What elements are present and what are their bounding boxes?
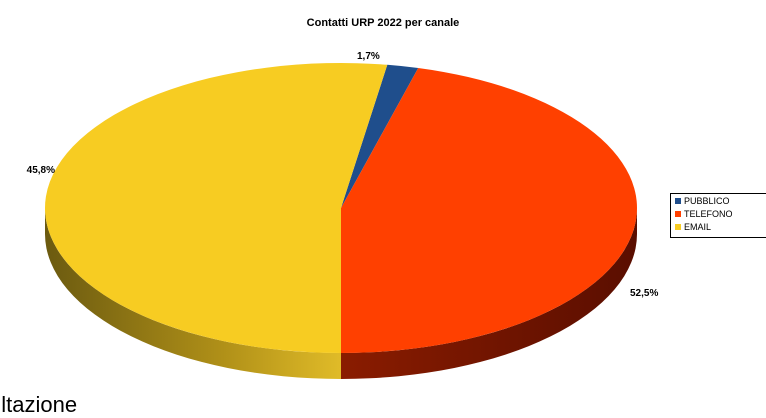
pie-slice-email xyxy=(45,63,388,353)
legend-item-pubblico: PUBBLICO xyxy=(671,194,766,207)
legend: PUBBLICO TELEFONO EMAIL xyxy=(670,193,766,238)
data-label-telefono: 45,8% xyxy=(27,165,55,176)
background-text: sultazione xyxy=(0,392,78,417)
pie-tops xyxy=(45,63,638,354)
legend-swatch xyxy=(675,197,681,204)
legend-label: EMAIL xyxy=(684,221,712,232)
legend-item-email: EMAIL xyxy=(671,220,766,233)
pie-chart: 1,7% 45,8% 52,5% xyxy=(27,51,659,379)
pie-labels: 1,7% 45,8% 52,5% xyxy=(27,51,659,299)
chart-title: Contatti URP 2022 per canale xyxy=(306,17,460,29)
pie-side-telefono xyxy=(341,208,637,379)
data-label-pubblico: 1,7% xyxy=(357,51,380,62)
legend-swatch xyxy=(675,210,681,217)
pie-side-email xyxy=(45,208,341,379)
legend-label: TELEFONO xyxy=(684,208,733,219)
pie-slice-pubblico xyxy=(341,64,419,208)
legend-label: PUBBLICO xyxy=(684,195,730,206)
pie-slice-telefono xyxy=(341,68,638,354)
data-label-email: 52,5% xyxy=(630,288,658,299)
legend-item-telefono: TELEFONO xyxy=(671,207,766,220)
pie-sides xyxy=(45,208,637,379)
legend-swatch xyxy=(675,223,681,230)
